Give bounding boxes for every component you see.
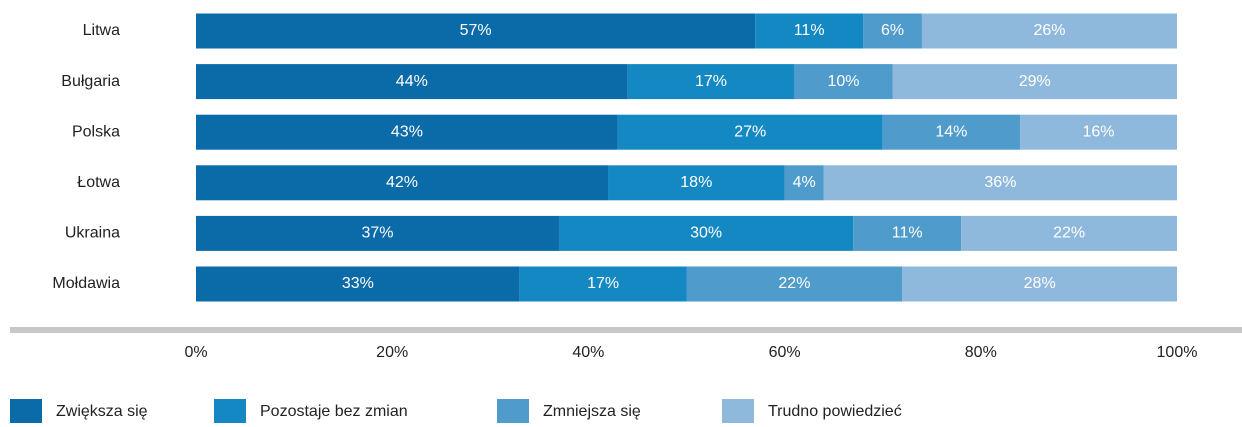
category-label: Polska — [72, 123, 120, 140]
value-label: 37% — [361, 225, 393, 242]
bar-segment — [863, 13, 922, 49]
bar-segment — [686, 266, 903, 302]
bar-segment — [196, 13, 756, 49]
x-tick-label: 20% — [376, 344, 408, 361]
value-label: 11% — [892, 225, 923, 242]
value-label: 36% — [984, 174, 1016, 191]
bar-segment — [961, 215, 1177, 251]
bar-segment — [902, 266, 1177, 302]
x-tick-label: 40% — [572, 344, 604, 361]
value-label: 18% — [680, 174, 712, 191]
value-label: 57% — [460, 22, 492, 39]
value-label: 26% — [1033, 22, 1065, 39]
bar-segment — [196, 114, 618, 150]
legend-swatch — [10, 399, 42, 423]
bar-segment — [196, 215, 559, 251]
value-label: 11% — [794, 22, 825, 39]
legend-swatch — [497, 399, 529, 423]
bar-segment — [519, 266, 687, 302]
category-label: Bułgaria — [61, 73, 120, 90]
value-label: 14% — [935, 123, 967, 140]
legend-label: Pozostaje bez zmian — [260, 403, 408, 420]
bar-segment — [617, 114, 883, 150]
bar-segment — [892, 64, 1177, 100]
bar-segment — [627, 64, 795, 100]
value-label: 22% — [1053, 225, 1085, 242]
value-label: 17% — [587, 275, 619, 292]
bar-segment — [921, 13, 1177, 49]
value-label: 17% — [695, 73, 727, 90]
legend-label: Trudno powiedzieć — [768, 403, 902, 420]
legend-swatch — [722, 399, 754, 423]
bar-segment — [823, 165, 1177, 201]
value-label: 16% — [1083, 123, 1115, 140]
axis-band — [10, 327, 1242, 333]
bar-segment — [882, 114, 1021, 150]
x-tick-label: 100% — [1157, 344, 1198, 361]
value-label: 10% — [827, 73, 859, 90]
legend-label: Zwiększa się — [56, 403, 148, 420]
bar-segment — [794, 64, 893, 100]
category-label: Ukraina — [65, 225, 120, 242]
bar-segment — [784, 165, 824, 201]
category-label: Litwa — [83, 22, 120, 39]
value-label: 30% — [690, 225, 722, 242]
bar-segment — [853, 215, 962, 251]
value-label: 29% — [1019, 73, 1051, 90]
bar-segment — [558, 215, 854, 251]
category-label: Mołdawia — [52, 275, 120, 292]
value-label: 4% — [793, 174, 816, 191]
value-label: 27% — [734, 123, 766, 140]
bar-segment — [196, 165, 609, 201]
bar-segment — [196, 266, 520, 302]
value-label: 6% — [881, 22, 904, 39]
value-label: 42% — [386, 174, 418, 191]
value-label: 28% — [1024, 275, 1056, 292]
x-tick-label: 60% — [769, 344, 801, 361]
x-tick-label: 80% — [965, 344, 997, 361]
value-label: 44% — [396, 73, 428, 90]
value-label: 43% — [391, 123, 423, 140]
bar-segment — [196, 64, 628, 100]
bar-segment — [608, 165, 785, 201]
legend-label: Zmniejsza się — [543, 403, 641, 420]
value-label: 33% — [342, 275, 374, 292]
value-label: 22% — [778, 275, 810, 292]
legend-swatch — [214, 399, 246, 423]
bar-segment — [755, 13, 864, 49]
x-tick-label: 0% — [184, 344, 207, 361]
category-label: Łotwa — [77, 174, 120, 191]
bar-segment — [1020, 114, 1177, 150]
